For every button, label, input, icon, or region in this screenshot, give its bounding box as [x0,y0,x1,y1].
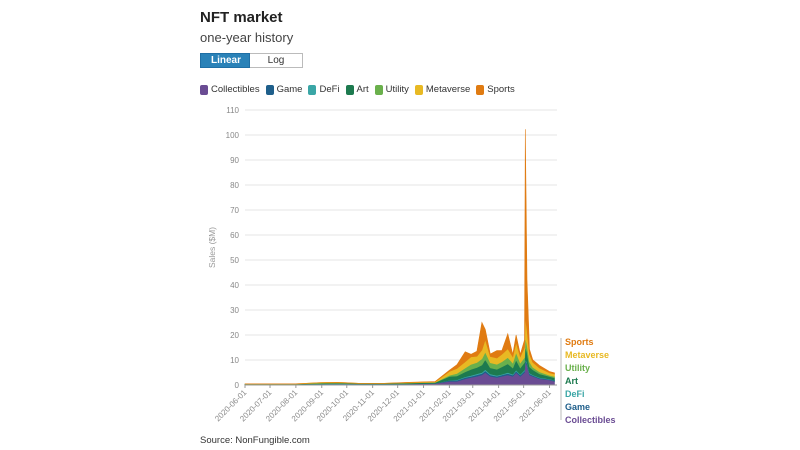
legend-swatch [345,84,354,95]
stacked-areas [244,129,555,386]
legend-swatch [265,84,274,95]
legend-item-defi[interactable]: DeFi [308,84,340,95]
legend-label: Metaverse [425,84,471,95]
legend-swatch [374,84,383,95]
legend-item-metaverse[interactable]: Metaverse [414,84,471,95]
gridlines [245,109,557,386]
end-label-metaverse: Metaverse [565,350,609,360]
y-tick-label: 80 [230,181,239,190]
end-label-utility: Utility [565,363,590,373]
y-tick-label: 100 [226,131,240,140]
legend-label: DeFi [319,84,340,95]
y-tick-label: 50 [230,256,239,265]
legend-label: Art [356,84,369,95]
end-label-defi: DeFi [565,389,585,399]
legend: Collectibles Game DeFi Art Utility Metav… [200,84,515,95]
legend-item-game[interactable]: Game [265,84,303,95]
legend-item-art[interactable]: Art [345,84,369,95]
scale-toggle: Linear Log [200,53,303,68]
legend-label: Collectibles [211,84,260,95]
area-sports[interactable] [245,129,555,385]
y-tick-label: 70 [230,206,239,215]
legend-item-utility[interactable]: Utility [374,84,409,95]
y-tick-label: 20 [230,331,239,340]
y-tick-label: 30 [230,306,239,315]
y-tick-label: 60 [230,231,239,240]
end-label-collectibles: Collectibles [565,415,616,425]
series-end-labels: Sports Metaverse Utility Art DeFi Game Collect… [560,337,616,425]
y-tick-label: 90 [230,156,239,165]
log-button[interactable]: Log [250,53,303,68]
legend-swatch [476,84,485,95]
legend-item-sports[interactable]: Sports [476,84,515,95]
legend-label: Utility [385,84,409,95]
y-tick-label: 10 [230,356,239,365]
source-note: Source: NonFungible.com [200,435,310,446]
y-tick-label: 0 [235,381,240,390]
linear-button[interactable]: Linear [200,53,250,68]
legend-swatch [200,84,208,95]
legend-label: Sports [487,84,515,95]
y-tick-label: 110 [226,106,239,115]
end-label-sports: Sports [565,337,594,347]
chart-title: NFT market [200,9,283,26]
legend-swatch [414,84,423,95]
chart-subtitle: one-year history [200,30,294,45]
legend-item-collectibles[interactable]: Collectibles [200,84,260,95]
end-label-game: Game [565,402,590,412]
legend-swatch [308,84,317,95]
y-axis-label: Sales ($M) [207,227,217,268]
legend-label: Game [276,84,303,95]
y-tick-label: 40 [230,281,239,290]
end-label-art: Art [565,376,578,386]
